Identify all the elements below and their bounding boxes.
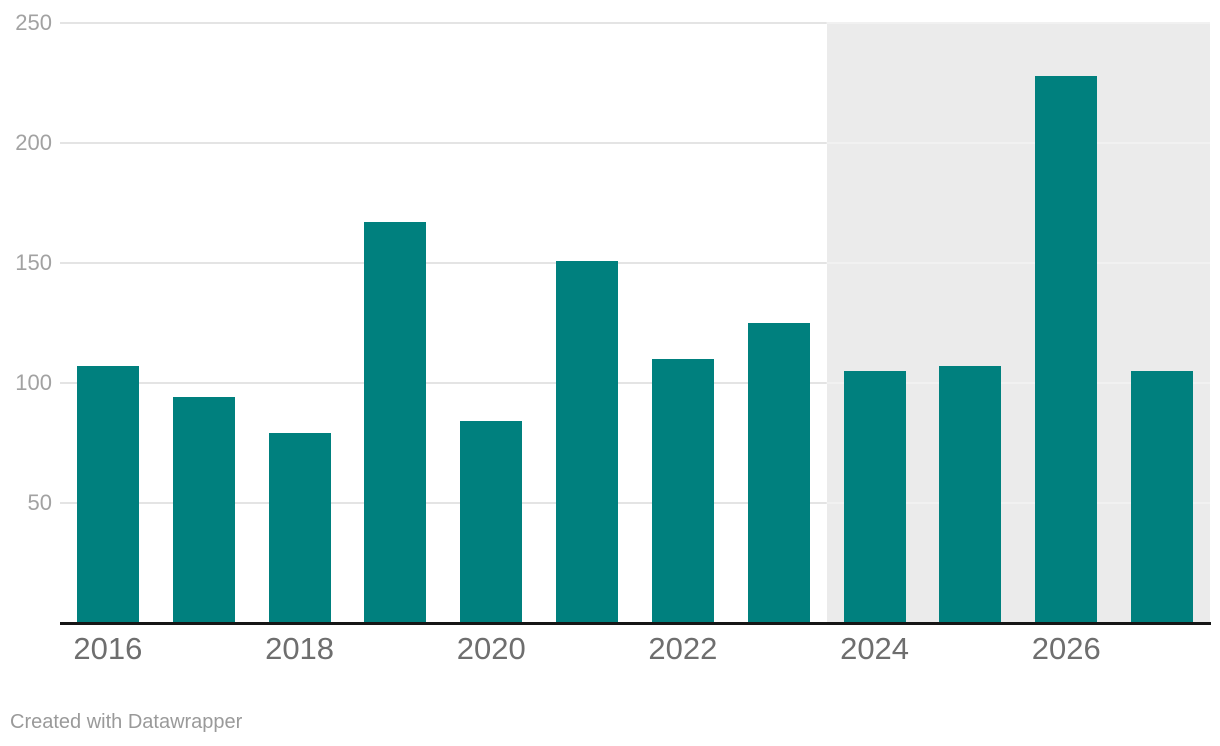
gridline — [60, 262, 1210, 264]
bar-2019[interactable] — [364, 222, 427, 623]
gridline — [60, 502, 1210, 504]
bar-2024[interactable] — [843, 371, 906, 623]
gridline — [60, 142, 1210, 144]
x-axis-tick-label: 2022 — [648, 631, 718, 666]
bar-2020[interactable] — [460, 421, 523, 623]
y-axis-tick-label: 50 — [27, 490, 52, 515]
bar-2022[interactable] — [651, 359, 714, 623]
bar-2027[interactable] — [1131, 371, 1194, 623]
bar-2021[interactable] — [556, 260, 619, 623]
x-axis-tick-label: 2024 — [840, 631, 910, 666]
plot-area — [60, 22, 1210, 623]
y-axis-tick-label: 200 — [15, 130, 52, 155]
gridline — [60, 382, 1210, 384]
y-axis-tick-label: 250 — [15, 10, 52, 35]
x-axis-tick-label: 2018 — [265, 631, 335, 666]
x-axis-tick-label: 2020 — [456, 631, 526, 666]
x-axis-line — [60, 622, 1211, 625]
bar-2025[interactable] — [939, 366, 1002, 623]
bar-2017[interactable] — [172, 397, 235, 623]
x-axis-tick-label: 2016 — [73, 631, 143, 666]
bar-2026[interactable] — [1035, 75, 1098, 623]
x-axis-tick-label: 2026 — [1031, 631, 1101, 666]
gridline — [60, 22, 1210, 24]
bar-2016[interactable] — [76, 366, 139, 623]
y-axis-tick-label: 100 — [15, 370, 52, 395]
y-axis-tick-label: 150 — [15, 250, 52, 275]
bar-2023[interactable] — [747, 323, 810, 623]
bar-2018[interactable] — [268, 433, 331, 623]
datawrapper-credit[interactable]: Created with Datawrapper — [10, 711, 243, 733]
